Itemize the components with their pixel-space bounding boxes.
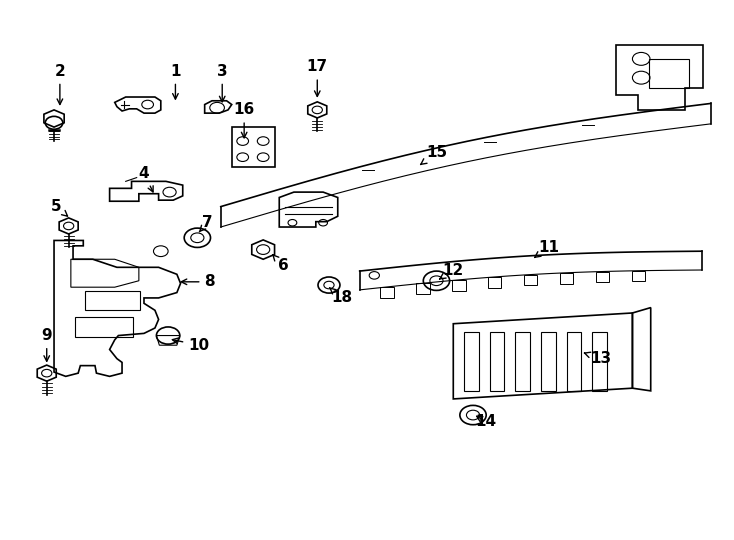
- Bar: [560, 273, 573, 284]
- Bar: [464, 332, 479, 391]
- Bar: [488, 277, 501, 288]
- Bar: [592, 332, 607, 391]
- Bar: [541, 332, 556, 391]
- Bar: [632, 271, 645, 281]
- Text: 11: 11: [534, 240, 559, 258]
- Bar: [567, 332, 581, 391]
- Bar: [596, 272, 609, 282]
- Text: 10: 10: [172, 338, 209, 353]
- Text: 14: 14: [475, 414, 496, 429]
- Bar: [490, 332, 504, 391]
- Text: 7: 7: [200, 215, 213, 232]
- Bar: [649, 59, 688, 89]
- Bar: [452, 280, 465, 291]
- Bar: [380, 287, 393, 298]
- Text: 2: 2: [54, 64, 65, 105]
- Bar: [85, 292, 140, 310]
- Text: 13: 13: [584, 351, 611, 366]
- Text: 6: 6: [272, 255, 288, 273]
- Text: 12: 12: [440, 262, 464, 279]
- Text: 4: 4: [139, 166, 153, 192]
- Bar: [233, 126, 275, 167]
- Bar: [416, 284, 429, 294]
- Bar: [524, 274, 537, 285]
- Text: 8: 8: [181, 274, 215, 289]
- Bar: [515, 332, 530, 391]
- Text: 9: 9: [41, 328, 52, 361]
- Text: 3: 3: [217, 64, 228, 102]
- Text: 16: 16: [233, 103, 255, 138]
- Text: 17: 17: [307, 59, 328, 97]
- Text: 18: 18: [330, 288, 352, 306]
- Text: 1: 1: [170, 64, 181, 99]
- Text: 5: 5: [51, 199, 68, 216]
- Bar: [75, 317, 133, 337]
- Text: 15: 15: [421, 145, 447, 165]
